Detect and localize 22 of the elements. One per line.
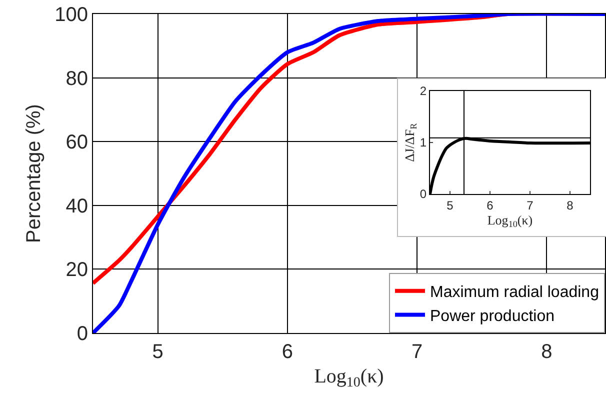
legend-label: Power production: [430, 308, 555, 325]
y-axis-title: Percentage (%): [23, 104, 46, 243]
y-tick-label: 60: [66, 132, 88, 154]
y-tick-label: 0: [420, 187, 427, 202]
x-axis-title: Log$_{10}$(κ): [314, 366, 384, 391]
legend-label: Maximum radial loading: [430, 284, 599, 302]
x-tick-label: 8: [541, 341, 552, 363]
x-tick-label: 5: [446, 198, 454, 212]
x-tick-label: 7: [526, 198, 534, 212]
x-tick-label: 6: [486, 198, 494, 212]
x-axis-title: Log$_{10}$(κ): [487, 212, 533, 230]
y-tick-label: 100: [54, 4, 88, 26]
x-tick-label: 5: [152, 341, 164, 363]
y-tick-label: 2: [420, 84, 427, 98]
y-tick-label: 40: [66, 195, 88, 218]
x-tick-label: 6: [282, 341, 293, 363]
y-tick-label: 1: [420, 136, 427, 150]
y-tick-label: 80: [66, 68, 88, 90]
y-tick-label: 20: [66, 259, 88, 282]
x-tick-label: 7: [411, 341, 423, 363]
x-tick-label: 8: [566, 198, 574, 212]
y-tick-label: 0: [76, 323, 88, 345]
